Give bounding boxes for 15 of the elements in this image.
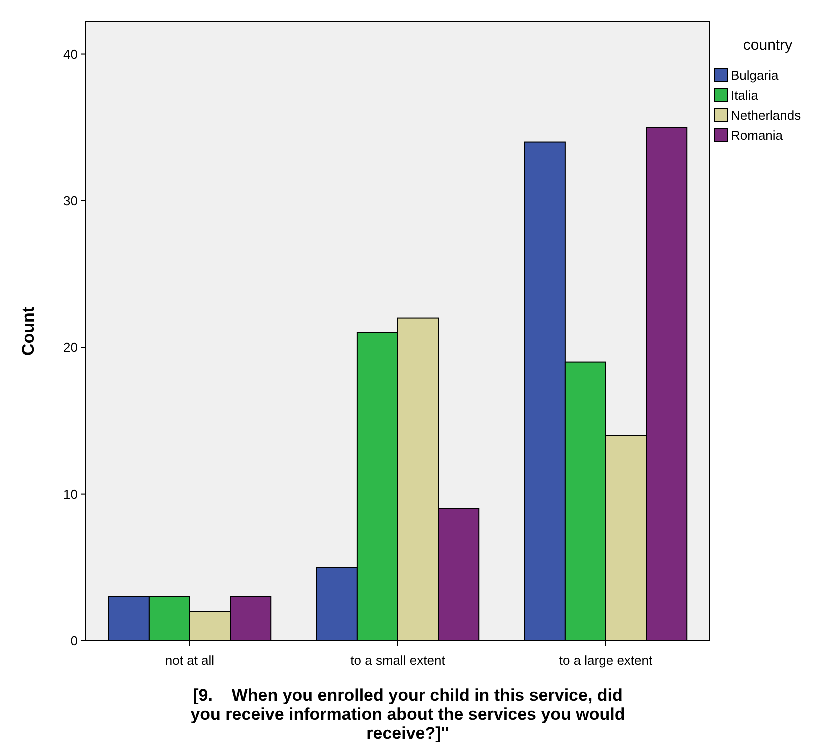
- y-axis-title: Count: [19, 306, 38, 356]
- x-tick-label: to a small extent: [350, 653, 446, 668]
- legend-label: Italia: [731, 88, 760, 103]
- y-tick-label: 20: [64, 340, 78, 356]
- legend-label: Netherlands: [731, 108, 802, 123]
- legend-label: Romania: [731, 128, 784, 143]
- y-tick-label: 10: [64, 486, 78, 502]
- y-tick-label: 0: [70, 634, 78, 649]
- y-tick-label: 40: [64, 46, 78, 62]
- x-tick-label: not at all: [165, 653, 215, 668]
- legend-label: Bulgaria: [731, 68, 780, 83]
- y-tick-label: 30: [64, 194, 78, 209]
- legend-title: country: [743, 37, 794, 54]
- x-axis-title: [9. When you enrolled your child in this service, did you receive information about the services you would receive?]'': [190, 686, 626, 743]
- x-tick-label: to a large extent: [559, 653, 653, 668]
